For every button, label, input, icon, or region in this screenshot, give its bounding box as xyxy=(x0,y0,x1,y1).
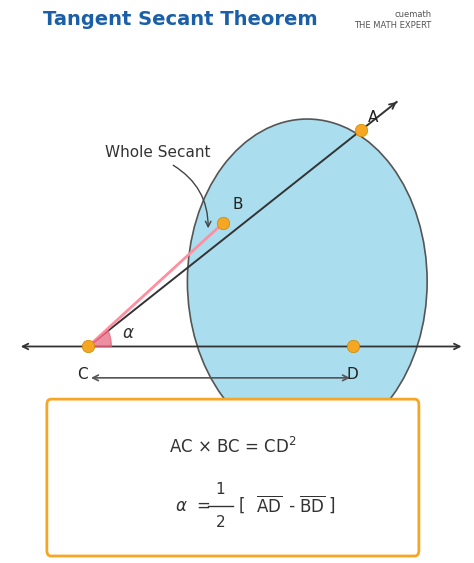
Text: C: C xyxy=(77,367,88,382)
Text: ]: ] xyxy=(328,497,335,515)
Text: $\overline{\mathrm{AD}}$: $\overline{\mathrm{AD}}$ xyxy=(256,495,282,516)
Text: A: A xyxy=(368,110,378,124)
Point xyxy=(219,219,227,228)
Text: Tangent Segment: Tangent Segment xyxy=(149,416,283,431)
Text: B: B xyxy=(233,197,243,212)
FancyBboxPatch shape xyxy=(47,399,419,556)
Text: Tangent Secant Theorem: Tangent Secant Theorem xyxy=(43,10,318,29)
Text: α: α xyxy=(123,324,134,342)
Text: 1: 1 xyxy=(216,481,225,497)
Text: [: [ xyxy=(239,497,251,515)
Wedge shape xyxy=(88,330,111,346)
Text: 2: 2 xyxy=(216,515,225,530)
Circle shape xyxy=(187,119,427,444)
Text: D: D xyxy=(347,367,359,382)
Text: Whole Secant: Whole Secant xyxy=(105,145,210,160)
Text: $\alpha$  =: $\alpha$ = xyxy=(175,497,212,515)
Text: -: - xyxy=(284,497,301,515)
Point xyxy=(357,126,365,135)
Text: AC $\times$ BC = CD$^2$: AC $\times$ BC = CD$^2$ xyxy=(169,437,297,457)
Point xyxy=(84,342,92,351)
Text: cuemath
THE MATH EXPERT: cuemath THE MATH EXPERT xyxy=(354,10,431,30)
Point xyxy=(349,342,356,351)
Text: $\overline{\mathrm{BD}}$: $\overline{\mathrm{BD}}$ xyxy=(299,495,325,516)
